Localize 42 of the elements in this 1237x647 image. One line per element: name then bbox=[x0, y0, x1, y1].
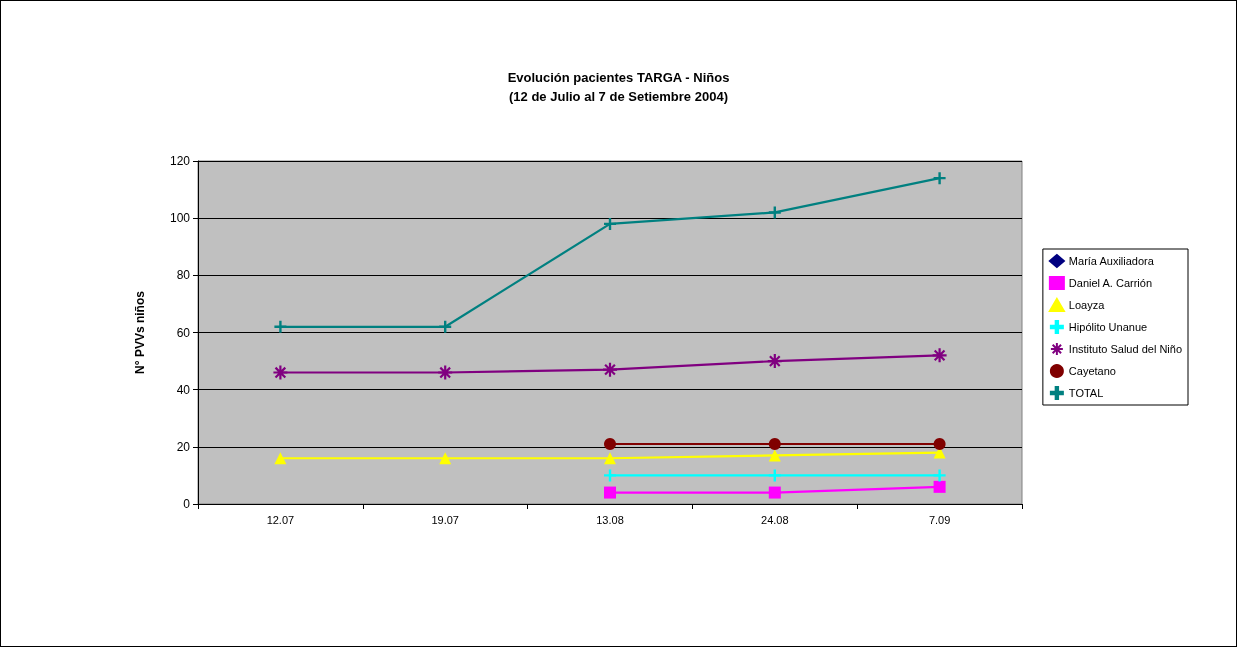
point bbox=[931, 347, 948, 364]
y-tick-label: 80 bbox=[176, 268, 191, 283]
point bbox=[601, 361, 619, 378]
point bbox=[604, 486, 616, 499]
point bbox=[437, 364, 454, 381]
x-tick-label: 19.07 bbox=[431, 513, 459, 526]
x-tick-label: 12.07 bbox=[266, 513, 295, 526]
legend-label: Instituto Salud del Niño bbox=[1068, 343, 1183, 355]
point bbox=[933, 469, 946, 482]
point bbox=[933, 172, 946, 185]
x-tick-label: 7.09 bbox=[928, 513, 951, 526]
point bbox=[768, 449, 781, 462]
point bbox=[604, 469, 616, 482]
point bbox=[439, 452, 452, 465]
point bbox=[933, 480, 946, 493]
point bbox=[933, 437, 946, 450]
y-tick-label: 120 bbox=[169, 154, 191, 168]
y-axis-title: N° PVVs niños bbox=[133, 290, 147, 374]
point bbox=[272, 364, 289, 381]
x-tick-label: 13.08 bbox=[596, 513, 624, 526]
y-tick-label: 20 bbox=[176, 439, 191, 454]
point bbox=[604, 437, 616, 450]
point bbox=[274, 320, 287, 333]
legend-label: María Auxiliadora bbox=[1068, 255, 1155, 267]
y-tick-label: 100 bbox=[169, 211, 191, 226]
y-tick-label: 60 bbox=[176, 325, 191, 340]
point bbox=[768, 437, 781, 450]
legend-label: Hipólito Unanue bbox=[1068, 321, 1148, 333]
y-tick-label: 40 bbox=[176, 382, 191, 397]
x-tick-label: 24.08 bbox=[761, 513, 789, 526]
legend-label: Cayetano bbox=[1068, 365, 1116, 377]
y-tick-label: 0 bbox=[183, 497, 191, 511]
legend-label: Daniel A. Carrión bbox=[1068, 277, 1153, 289]
point bbox=[768, 469, 781, 482]
point bbox=[604, 452, 616, 465]
legend-label: Loayza bbox=[1068, 299, 1106, 311]
legend-label: TOTAL bbox=[1068, 387, 1104, 399]
point bbox=[768, 206, 781, 219]
point bbox=[768, 486, 781, 499]
chart-title: Evolución pacientes TARGA - Niños (12 de Julio al 7 de Setiembre 2004) bbox=[507, 70, 730, 104]
point bbox=[766, 352, 783, 370]
point bbox=[274, 452, 287, 465]
